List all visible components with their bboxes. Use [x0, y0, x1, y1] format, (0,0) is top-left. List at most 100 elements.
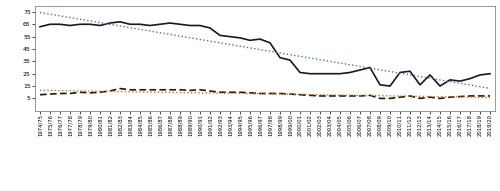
Capital expenditure  % of GDP [37, 94, 43, 96]
Capital expenditure  % of GDP [327, 95, 333, 97]
Capital expenditure  % of GDP [387, 97, 393, 100]
Capital expenditure  % of GDP [407, 95, 413, 97]
Capital expenditure % of total expenditure [427, 74, 433, 76]
Capital expenditure % of total expenditure [307, 73, 313, 75]
Capital expenditure % of total expenditure [247, 39, 253, 41]
Linear (Capital expenditure % of total expenditure ) [57, 15, 63, 17]
Capital expenditure % of total expenditure [117, 21, 123, 23]
Line: Capital expenditure  % of GDP: Capital expenditure % of GDP [40, 89, 490, 98]
Capital expenditure  % of GDP [397, 96, 403, 98]
Capital expenditure  % of GDP [227, 91, 233, 93]
Linear (Capital expenditure  % of GDP) [367, 94, 373, 97]
Capital expenditure  % of GDP [167, 89, 173, 91]
Capital expenditure  % of GDP [357, 95, 363, 97]
Capital expenditure % of total expenditure [37, 26, 43, 28]
Linear (Capital expenditure  % of GDP) [287, 93, 293, 95]
Capital expenditure % of total expenditure [367, 66, 373, 69]
Capital expenditure % of total expenditure [197, 24, 203, 27]
Capital expenditure % of total expenditure [67, 24, 73, 27]
Linear (Capital expenditure % of total expenditure ) [367, 67, 373, 69]
Linear (Capital expenditure  % of GDP) [307, 93, 313, 96]
Capital expenditure % of total expenditure [377, 84, 383, 86]
Capital expenditure % of total expenditure [217, 34, 223, 36]
Linear (Capital expenditure % of total expenditure ) [197, 38, 203, 41]
Linear (Capital expenditure  % of GDP) [167, 91, 173, 93]
Capital expenditure  % of GDP [477, 95, 483, 97]
Linear (Capital expenditure % of total expenditure ) [117, 25, 123, 27]
Capital expenditure % of total expenditure [407, 70, 413, 72]
Linear (Capital expenditure % of total expenditure ) [437, 79, 443, 81]
Linear (Capital expenditure  % of GDP) [187, 91, 193, 94]
Capital expenditure % of total expenditure [487, 73, 493, 75]
Capital expenditure  % of GDP [97, 91, 103, 93]
Linear (Capital expenditure  % of GDP) [107, 90, 113, 93]
Capital expenditure % of total expenditure [157, 23, 163, 25]
Capital expenditure  % of GDP [127, 89, 133, 91]
Linear (Capital expenditure % of total expenditure ) [417, 75, 423, 78]
Linear (Capital expenditure % of total expenditure ) [387, 70, 393, 73]
Linear (Capital expenditure  % of GDP) [387, 95, 393, 97]
Linear (Capital expenditure  % of GDP) [357, 94, 363, 96]
Capital expenditure % of total expenditure [287, 59, 293, 61]
Capital expenditure  % of GDP [187, 89, 193, 91]
Linear (Capital expenditure % of total expenditure ) [237, 45, 243, 47]
Linear (Capital expenditure  % of GDP) [297, 93, 303, 96]
Capital expenditure  % of GDP [307, 94, 313, 96]
Capital expenditure % of total expenditure [477, 74, 483, 76]
Linear (Capital expenditure % of total expenditure ) [247, 47, 253, 49]
Capital expenditure  % of GDP [247, 92, 253, 94]
Capital expenditure  % of GDP [417, 97, 423, 100]
Linear (Capital expenditure % of total expenditure ) [217, 42, 223, 44]
Linear (Capital expenditure  % of GDP) [247, 92, 253, 95]
Linear (Capital expenditure  % of GDP) [207, 92, 213, 94]
Linear (Capital expenditure  % of GDP) [447, 96, 453, 98]
Linear (Capital expenditure  % of GDP) [127, 91, 133, 93]
Linear (Capital expenditure % of total expenditure ) [287, 53, 293, 56]
Capital expenditure  % of GDP [77, 91, 83, 93]
Linear (Capital expenditure % of total expenditure ) [147, 30, 153, 32]
Linear (Capital expenditure % of total expenditure ) [157, 32, 163, 34]
Capital expenditure  % of GDP [487, 95, 493, 97]
Capital expenditure  % of GDP [57, 92, 63, 95]
Capital expenditure  % of GDP [347, 95, 353, 97]
Legend: Capital expenditure % of total expenditure, Capital expenditure  % of GDP, Linea: Capital expenditure % of total expenditu… [116, 189, 414, 191]
Linear (Capital expenditure  % of GDP) [417, 95, 423, 97]
Linear (Capital expenditure % of total expenditure ) [457, 82, 463, 84]
Capital expenditure % of total expenditure [77, 23, 83, 25]
Capital expenditure % of total expenditure [437, 85, 443, 87]
Capital expenditure  % of GDP [437, 97, 443, 100]
Capital expenditure  % of GDP [207, 90, 213, 92]
Capital expenditure  % of GDP [427, 96, 433, 98]
Linear (Capital expenditure  % of GDP) [57, 89, 63, 92]
Linear (Capital expenditure % of total expenditure ) [487, 87, 493, 90]
Capital expenditure  % of GDP [87, 92, 93, 94]
Capital expenditure % of total expenditure [467, 78, 473, 80]
Linear (Capital expenditure  % of GDP) [147, 91, 153, 93]
Capital expenditure % of total expenditure [127, 23, 133, 25]
Capital expenditure % of total expenditure [417, 84, 423, 86]
Linear (Capital expenditure % of total expenditure ) [427, 77, 433, 79]
Capital expenditure % of total expenditure [97, 24, 103, 27]
Linear (Capital expenditure % of total expenditure ) [187, 37, 193, 39]
Line: Capital expenditure % of total expenditure: Capital expenditure % of total expenditu… [40, 22, 490, 86]
Linear (Capital expenditure  % of GDP) [67, 90, 73, 92]
Capital expenditure % of total expenditure [257, 38, 263, 40]
Capital expenditure % of total expenditure [57, 23, 63, 25]
Capital expenditure  % of GDP [237, 91, 243, 93]
Linear (Capital expenditure  % of GDP) [177, 91, 183, 94]
Capital expenditure  % of GDP [277, 92, 283, 95]
Linear (Capital expenditure % of total expenditure ) [127, 27, 133, 29]
Capital expenditure % of total expenditure [447, 79, 453, 81]
Capital expenditure  % of GDP [317, 95, 323, 97]
Capital expenditure  % of GDP [337, 95, 343, 97]
Linear (Capital expenditure  % of GDP) [487, 96, 493, 99]
Linear (Capital expenditure % of total expenditure ) [167, 33, 173, 36]
Capital expenditure % of total expenditure [107, 22, 113, 24]
Linear (Capital expenditure  % of GDP) [257, 93, 263, 95]
Linear (Capital expenditure  % of GDP) [227, 92, 233, 94]
Linear (Capital expenditure  % of GDP) [117, 90, 123, 93]
Linear (Capital expenditure  % of GDP) [347, 94, 353, 96]
Capital expenditure  % of GDP [177, 89, 183, 91]
Capital expenditure  % of GDP [297, 94, 303, 96]
Linear (Capital expenditure % of total expenditure ) [347, 64, 353, 66]
